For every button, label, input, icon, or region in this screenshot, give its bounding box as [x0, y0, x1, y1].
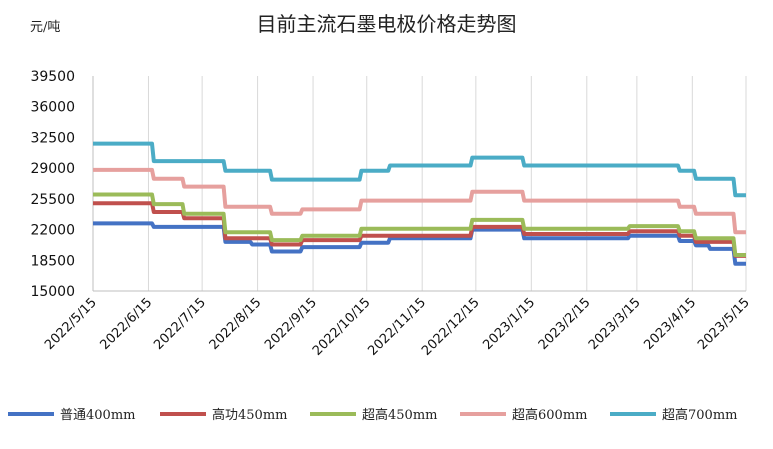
y-tick-label: 39500	[30, 69, 75, 85]
series-line-1	[93, 201, 746, 258]
x-tick-label: 2023/3/15	[586, 295, 644, 353]
legend-label-4: 超高700mm	[662, 407, 737, 423]
x-tick-label: 2022/5/15	[42, 295, 100, 353]
legend-label-3: 超高600mm	[512, 407, 587, 423]
chart-title: 目前主流石墨电极价格走势图	[256, 12, 517, 36]
x-tick-label: 2023/4/15	[641, 295, 699, 353]
y-tick-label: 15000	[30, 284, 75, 300]
series-line-4	[93, 141, 746, 198]
y-tick-label: 32500	[30, 130, 75, 146]
x-tick-label: 2022/12/15	[419, 295, 483, 359]
y-tick-label: 22000	[30, 223, 75, 239]
y-tick-label: 25500	[30, 192, 75, 208]
x-tick-label: 2023/2/15	[536, 295, 594, 353]
x-tick-labels: 2022/5/152022/6/152022/7/152022/8/152022…	[42, 295, 753, 359]
legend-label-2: 超高450mm	[362, 407, 437, 423]
y-unit-label: 元/吨	[30, 20, 61, 35]
series-line-0	[93, 221, 746, 266]
legend: 普通400mm 高功450mm 超高450mm 超高600mm 超高700mm	[8, 407, 737, 423]
y-tick-label: 29000	[30, 161, 75, 177]
x-tick-label: 2023/5/15	[695, 295, 753, 353]
y-tick-label: 18500	[30, 253, 75, 269]
axes	[92, 76, 746, 292]
x-tick-label: 2022/9/15	[262, 295, 320, 353]
series-line-3	[93, 167, 746, 235]
legend-label-0: 普通400mm	[60, 408, 135, 423]
y-tick-label: 36000	[30, 100, 75, 116]
x-tick-label: 2023/1/15	[480, 295, 538, 353]
x-tick-label: 2022/6/15	[98, 295, 156, 353]
x-tick-label: 2022/7/15	[151, 295, 209, 353]
x-tick-label: 2022/8/15	[207, 295, 265, 353]
x-tick-label: 2022/10/15	[310, 295, 374, 359]
series-lines	[93, 141, 746, 266]
series-line-2	[93, 192, 746, 257]
legend-label-1: 高功450mm	[212, 407, 287, 423]
y-tick-labels: 39500 36000 32500 29000 25500 22000 18500 15000	[30, 69, 75, 300]
vertical-gridlines	[92, 76, 747, 291]
